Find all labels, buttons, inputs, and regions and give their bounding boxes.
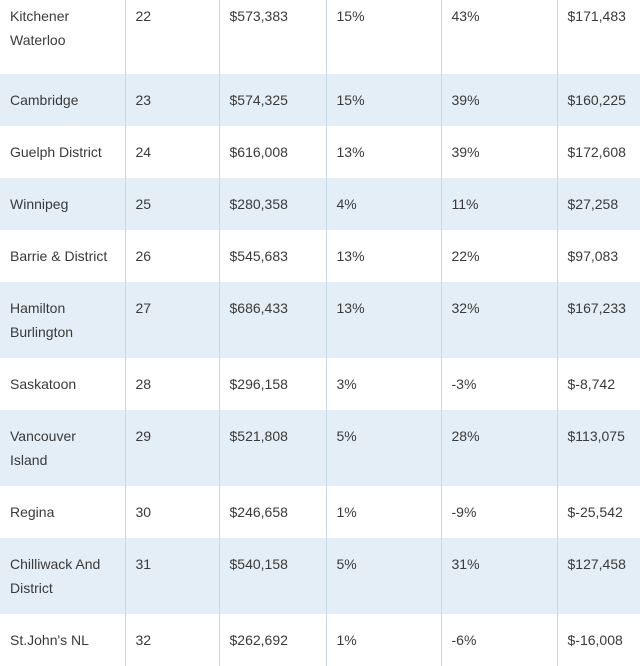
price-cell: $246,658 xyxy=(218,486,326,538)
change-cell: 5% xyxy=(325,538,441,614)
price-cell: $574,325 xyxy=(218,74,326,126)
region-cell: St.John's NL xyxy=(10,632,89,648)
change-cell: 32% xyxy=(440,282,557,358)
rank-cell: 24 xyxy=(124,126,219,178)
region-cell: Cambridge xyxy=(0,74,125,126)
region-cell: Chilliwack And District xyxy=(0,538,125,614)
amount-cell: $-25,542 xyxy=(556,486,640,538)
price-cell: $545,683 xyxy=(218,230,326,282)
change-cell: -9% xyxy=(440,486,557,538)
region-cell: Saskatoon xyxy=(10,376,77,392)
rank-cell: 29 xyxy=(124,410,219,486)
change-cell: 5% xyxy=(325,410,441,486)
change-cell: 3% xyxy=(325,358,441,410)
change-cell: 28% xyxy=(440,410,557,486)
region-cell: Vancouver Island xyxy=(0,410,125,486)
change-cell: 1% xyxy=(325,614,441,666)
amount-cell: $27,258 xyxy=(556,178,640,230)
table-row: Hamilton Burlington 27 $686,433 13% 32% … xyxy=(0,282,640,358)
table-row: St.John's NL 32 $262,692 1% -6% $-16,008 xyxy=(0,614,640,666)
rank-cell: 22 xyxy=(124,0,219,74)
price-cell: $521,808 xyxy=(218,410,326,486)
amount-cell: $172,608 xyxy=(556,126,640,178)
change-cell: 39% xyxy=(440,74,557,126)
amount-cell: $167,233 xyxy=(556,282,640,358)
price-cell: $616,008 xyxy=(218,126,326,178)
change-cell: 15% xyxy=(325,0,441,74)
price-cell: $540,158 xyxy=(218,538,326,614)
change-cell: 1% xyxy=(325,486,441,538)
amount-cell: $160,225 xyxy=(556,74,640,126)
price-cell: $262,692 xyxy=(218,614,326,666)
table-row: Cambridge 23 $574,325 15% 39% $160,225 xyxy=(0,74,640,126)
change-cell: 11% xyxy=(440,178,557,230)
change-cell: 13% xyxy=(325,230,441,282)
table-row: Vancouver Island 29 $521,808 5% 28% $113… xyxy=(0,410,640,486)
change-cell: 22% xyxy=(440,230,557,282)
price-cell: $296,158 xyxy=(218,358,326,410)
region-cell: Winnipeg xyxy=(0,178,125,230)
price-cell: $573,383 xyxy=(218,0,326,74)
region-cell: Hamilton Burlington xyxy=(0,282,125,358)
table-row: Barrie & District 26 $545,683 13% 22% $9… xyxy=(0,230,640,282)
table-row: Kitchener Waterloo 22 $573,383 15% 43% $… xyxy=(0,0,640,74)
rank-cell: 25 xyxy=(124,178,219,230)
rank-cell: 30 xyxy=(124,486,219,538)
amount-cell: $-16,008 xyxy=(556,614,640,666)
rank-cell: 28 xyxy=(124,358,219,410)
change-cell: -3% xyxy=(440,358,557,410)
amount-cell: $97,083 xyxy=(556,230,640,282)
region-cell: Barrie & District xyxy=(10,248,108,264)
rank-cell: 31 xyxy=(124,538,219,614)
rank-cell: 26 xyxy=(124,230,219,282)
change-cell: 13% xyxy=(325,282,441,358)
table-row: Guelph District 24 $616,008 13% 39% $172… xyxy=(0,126,640,178)
amount-cell: $171,483 xyxy=(556,0,640,74)
change-cell: 31% xyxy=(440,538,557,614)
region-cell: Kitchener Waterloo xyxy=(10,8,70,48)
change-cell: -6% xyxy=(440,614,557,666)
table-row: Chilliwack And District 31 $540,158 5% 3… xyxy=(0,538,640,614)
change-cell: 15% xyxy=(325,74,441,126)
amount-cell: $-8,742 xyxy=(556,358,640,410)
table-row: Regina 30 $246,658 1% -9% $-25,542 xyxy=(0,486,640,538)
change-cell: 4% xyxy=(325,178,441,230)
price-cell: $686,433 xyxy=(218,282,326,358)
region-cell: Guelph District xyxy=(10,144,102,160)
change-cell: 39% xyxy=(440,126,557,178)
rank-cell: 23 xyxy=(124,74,219,126)
amount-cell: $113,075 xyxy=(556,410,640,486)
table-row: Saskatoon 28 $296,158 3% -3% $-8,742 xyxy=(0,358,640,410)
amount-cell: $127,458 xyxy=(556,538,640,614)
price-cell: $280,358 xyxy=(218,178,326,230)
change-cell: 13% xyxy=(325,126,441,178)
rank-cell: 32 xyxy=(124,614,219,666)
region-cell: Regina xyxy=(10,504,55,520)
table-row: Winnipeg 25 $280,358 4% 11% $27,258 xyxy=(0,178,640,230)
rank-cell: 27 xyxy=(124,282,219,358)
change-cell: 43% xyxy=(440,0,557,74)
